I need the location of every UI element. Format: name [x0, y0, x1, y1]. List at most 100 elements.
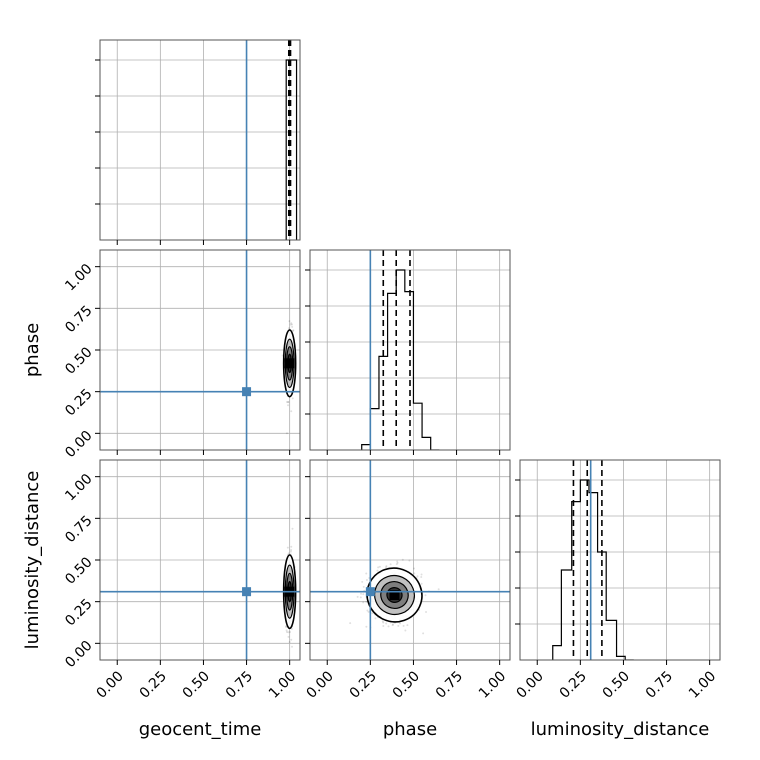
scatter-point — [437, 588, 440, 591]
scatter-point — [285, 630, 288, 633]
scatter-point — [408, 559, 411, 562]
scatter-point — [422, 632, 425, 635]
x-tick-label: 0.25 — [137, 668, 170, 701]
scatter-point — [402, 624, 405, 627]
x-tick-label: 1.00 — [476, 668, 509, 701]
x-axis-label-phase: phase — [383, 719, 437, 740]
histogram-step — [552, 479, 634, 660]
y-tick-label: 0.00 — [62, 638, 95, 671]
scatter-point — [285, 626, 288, 629]
scatter-point — [378, 565, 381, 568]
scatter-point — [291, 397, 294, 400]
axes-frame — [519, 459, 721, 661]
scatter-point — [425, 610, 428, 613]
scatter-point — [365, 578, 368, 581]
scatter-point — [290, 322, 293, 325]
scatter-point — [391, 624, 394, 627]
truth-marker — [242, 387, 252, 397]
scatter-point — [287, 404, 290, 407]
y-tick-label: 0.50 — [62, 554, 95, 587]
scatter-point — [399, 622, 402, 625]
truth-marker — [242, 587, 252, 597]
x-tick-label: 0.00 — [93, 668, 126, 701]
scatter-point — [287, 552, 290, 555]
scatter-point — [285, 629, 288, 632]
scatter-point — [289, 323, 292, 326]
scatter-point — [389, 563, 392, 566]
scatter-point — [290, 638, 293, 641]
x-tick-label: 0.00 — [513, 668, 546, 701]
scatter-point — [361, 580, 364, 583]
histogram-step — [361, 269, 440, 450]
panel-geocent_time-vs-geocent_time — [95, 39, 301, 245]
scatter-point — [420, 573, 423, 576]
axes-frame — [99, 39, 301, 241]
scatter-point — [291, 325, 294, 328]
y-tick-label: 0.25 — [62, 386, 95, 419]
scatter-point — [395, 563, 398, 566]
scatter-point — [356, 595, 359, 598]
x-axis-label-geocent_time: geocent_time — [139, 719, 262, 740]
scatter-point — [359, 596, 362, 599]
scatter-point — [291, 527, 294, 530]
scatter-point — [406, 624, 409, 627]
scatter-point — [290, 410, 293, 413]
x-axis-label-luminosity_distance: luminosity_distance — [531, 719, 710, 740]
x-tick-label: 0.50 — [180, 668, 213, 701]
scatter-point — [382, 624, 385, 627]
scatter-point — [362, 601, 365, 604]
scatter-point — [365, 572, 368, 575]
scatter-point — [289, 630, 292, 633]
x-tick-label: 0.75 — [433, 668, 466, 701]
scatter-point — [291, 323, 294, 326]
scatter-point — [371, 612, 374, 615]
scatter-point — [287, 635, 290, 638]
x-tick-label: 0.50 — [390, 668, 423, 701]
y-tick-label: 0.25 — [62, 596, 95, 629]
scatter-point — [287, 631, 290, 634]
scatter-point — [396, 561, 399, 564]
scatter-point — [360, 592, 363, 595]
scatter-point — [290, 545, 293, 548]
panel-luminosity_distance-vs-geocent_time: 0.00 0.25 0.50 0.75 1.00 0.00 0.25 0.50 0.75 1.00 — [62, 459, 301, 702]
scatter-point — [365, 600, 368, 603]
axes-frame — [309, 249, 511, 451]
scatter-point — [285, 401, 288, 404]
scatter-point — [396, 560, 399, 563]
scatter-point — [286, 546, 289, 549]
x-tick-label: 0.75 — [223, 668, 256, 701]
y-tick-label: 0.00 — [62, 428, 95, 461]
scatter-point — [290, 627, 293, 630]
y-tick-label: 0.75 — [62, 303, 95, 336]
y-axis-label-luminosity_distance: luminosity_distance — [22, 471, 43, 650]
scatter-point — [376, 569, 379, 572]
x-tick-label: 0.25 — [347, 668, 380, 701]
scatter-point — [362, 585, 365, 588]
scatter-point — [367, 610, 370, 613]
scatter-point — [365, 625, 368, 628]
x-tick-label: 0.00 — [303, 668, 336, 701]
scatter-point — [362, 593, 365, 596]
x-tick-label: 1.00 — [266, 668, 299, 701]
x-tick-label: 0.25 — [557, 668, 590, 701]
scatter-point — [424, 594, 427, 597]
density-peak — [284, 358, 295, 369]
panel-phase-vs-phase — [305, 249, 511, 455]
x-tick-label: 0.50 — [600, 668, 633, 701]
scatter-point — [287, 327, 290, 330]
y-tick-label: 1.00 — [62, 471, 95, 504]
histogram-step — [285, 59, 298, 240]
panel-luminosity_distance-vs-luminosity_distance: 0.00 0.25 0.50 0.75 1.00 — [513, 459, 721, 702]
scatter-point — [397, 624, 400, 627]
density-peak — [389, 590, 400, 600]
scatter-point — [377, 566, 380, 569]
scatter-point — [420, 582, 423, 585]
scatter-point — [401, 558, 404, 561]
y-tick-label: 0.75 — [62, 513, 95, 546]
scatter-point — [287, 401, 290, 404]
scatter-point — [289, 550, 292, 553]
scatter-point — [285, 432, 288, 435]
scatter-point — [381, 620, 384, 623]
scatter-point — [291, 645, 294, 648]
